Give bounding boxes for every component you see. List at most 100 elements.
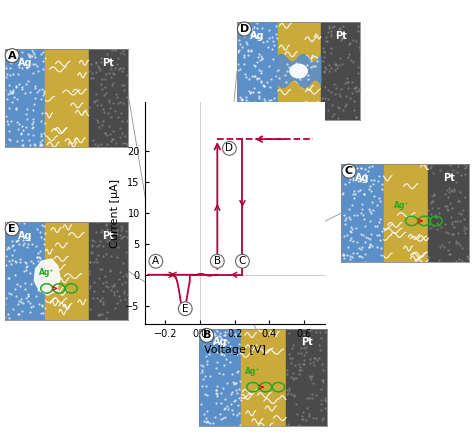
- Point: [21, 286, 28, 293]
- Point: [461, 170, 469, 177]
- Point: [337, 85, 345, 92]
- Point: [102, 279, 110, 286]
- Point: [460, 206, 467, 213]
- Point: [23, 64, 30, 71]
- Point: [228, 370, 236, 377]
- Point: [36, 253, 43, 260]
- Point: [93, 294, 101, 301]
- Point: [10, 247, 18, 254]
- Point: [461, 230, 469, 237]
- Point: [120, 260, 128, 267]
- Point: [324, 107, 331, 114]
- Point: [260, 83, 267, 90]
- Point: [365, 163, 373, 170]
- Point: [248, 73, 255, 80]
- Point: [355, 178, 362, 185]
- Point: [2, 48, 9, 56]
- Point: [268, 111, 275, 119]
- Point: [249, 110, 256, 117]
- Point: [445, 193, 452, 200]
- Point: [359, 231, 367, 238]
- Text: A: A: [152, 256, 159, 266]
- Point: [334, 103, 342, 110]
- Point: [309, 415, 317, 422]
- Point: [109, 135, 117, 143]
- Point: [318, 416, 326, 424]
- Point: [19, 126, 27, 133]
- Point: [352, 87, 360, 94]
- Point: [333, 64, 341, 71]
- Point: [1, 222, 9, 230]
- Point: [13, 95, 20, 103]
- Point: [101, 75, 109, 83]
- Point: [96, 297, 104, 305]
- Point: [24, 241, 32, 248]
- Point: [106, 70, 113, 77]
- Point: [13, 281, 20, 288]
- Point: [37, 95, 45, 103]
- Point: [265, 96, 273, 103]
- Point: [273, 23, 280, 30]
- Point: [99, 299, 106, 306]
- Point: [443, 168, 451, 175]
- Point: [302, 416, 310, 423]
- Point: [269, 56, 277, 63]
- Point: [375, 218, 383, 226]
- Point: [354, 172, 361, 179]
- Point: [328, 23, 336, 30]
- Point: [338, 191, 346, 198]
- Point: [358, 254, 366, 261]
- Point: [271, 95, 278, 102]
- Point: [94, 141, 101, 148]
- Point: [12, 83, 20, 90]
- Point: [228, 388, 236, 395]
- Point: [217, 400, 224, 407]
- Point: [41, 305, 49, 312]
- Point: [247, 31, 255, 38]
- Point: [200, 341, 208, 349]
- Point: [354, 63, 362, 70]
- Point: [347, 223, 355, 230]
- Point: [214, 332, 221, 339]
- Point: [447, 186, 455, 193]
- Point: [120, 287, 128, 294]
- Point: [119, 139, 127, 147]
- Point: [113, 254, 120, 261]
- Point: [9, 237, 16, 244]
- Point: [29, 69, 37, 76]
- Point: [447, 199, 454, 206]
- Point: [206, 351, 213, 358]
- Point: [352, 38, 359, 45]
- Point: [322, 37, 329, 44]
- Point: [102, 221, 109, 228]
- Point: [357, 245, 365, 252]
- Point: [100, 279, 107, 286]
- Point: [350, 211, 357, 218]
- Point: [8, 290, 15, 297]
- Point: [379, 228, 386, 235]
- Point: [453, 168, 460, 175]
- Point: [210, 330, 218, 337]
- Point: [12, 105, 19, 112]
- Point: [353, 164, 361, 171]
- Point: [255, 94, 263, 101]
- Bar: [237, 22, 278, 120]
- Point: [37, 258, 45, 265]
- Point: [317, 400, 325, 407]
- Point: [354, 187, 362, 194]
- Point: [249, 89, 256, 96]
- Point: [214, 383, 221, 390]
- Point: [29, 131, 36, 138]
- Point: [16, 297, 23, 305]
- Point: [14, 310, 22, 317]
- Point: [234, 61, 241, 68]
- Point: [320, 68, 328, 75]
- Point: [40, 281, 48, 288]
- Point: [117, 269, 124, 276]
- Point: [254, 24, 261, 32]
- Point: [218, 346, 225, 353]
- Point: [234, 401, 242, 408]
- Point: [356, 86, 364, 93]
- Point: [448, 220, 456, 227]
- Point: [305, 329, 313, 336]
